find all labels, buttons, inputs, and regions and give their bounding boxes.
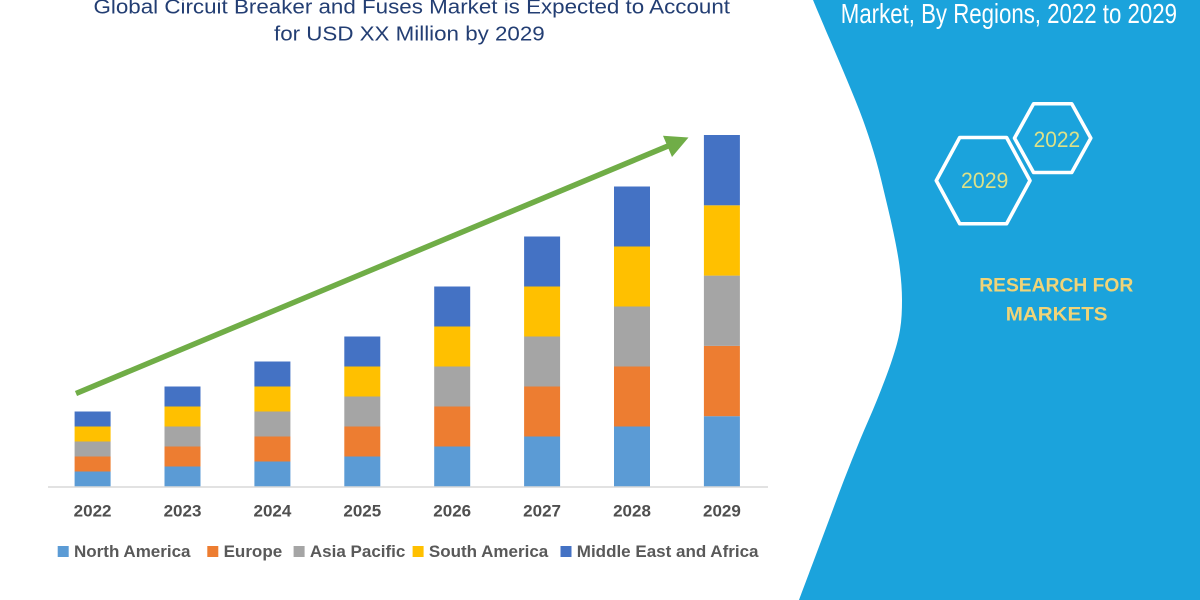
svg-text:North America: North America xyxy=(74,542,191,561)
svg-text:Europe: Europe xyxy=(224,542,283,561)
svg-text:MARKETS: MARKETS xyxy=(1006,304,1108,326)
svg-text:2026: 2026 xyxy=(433,502,471,521)
svg-text:Market, By Regions, 2022 to 20: Market, By Regions, 2022 to 2029 xyxy=(841,0,1177,29)
svg-text:for USD XX Million by 2029: for USD XX Million by 2029 xyxy=(274,24,545,46)
svg-text:2029: 2029 xyxy=(961,168,1008,193)
svg-text:2028: 2028 xyxy=(613,502,651,521)
svg-text:South America: South America xyxy=(429,542,549,561)
svg-text:Global Circuit Breaker and Fus: Global Circuit Breaker and Fuses Market … xyxy=(94,0,731,19)
svg-text:Asia Pacific: Asia Pacific xyxy=(310,542,405,561)
svg-text:2025: 2025 xyxy=(343,502,381,521)
svg-text:Middle East and Africa: Middle East and Africa xyxy=(577,542,759,561)
svg-text:2024: 2024 xyxy=(253,502,291,521)
svg-text:2027: 2027 xyxy=(523,502,561,521)
svg-text:RESEARCH FOR: RESEARCH FOR xyxy=(979,275,1133,297)
svg-text:2022: 2022 xyxy=(74,502,112,521)
svg-text:2023: 2023 xyxy=(164,502,202,521)
svg-text:2029: 2029 xyxy=(703,502,741,521)
svg-text:2022: 2022 xyxy=(1034,127,1081,152)
